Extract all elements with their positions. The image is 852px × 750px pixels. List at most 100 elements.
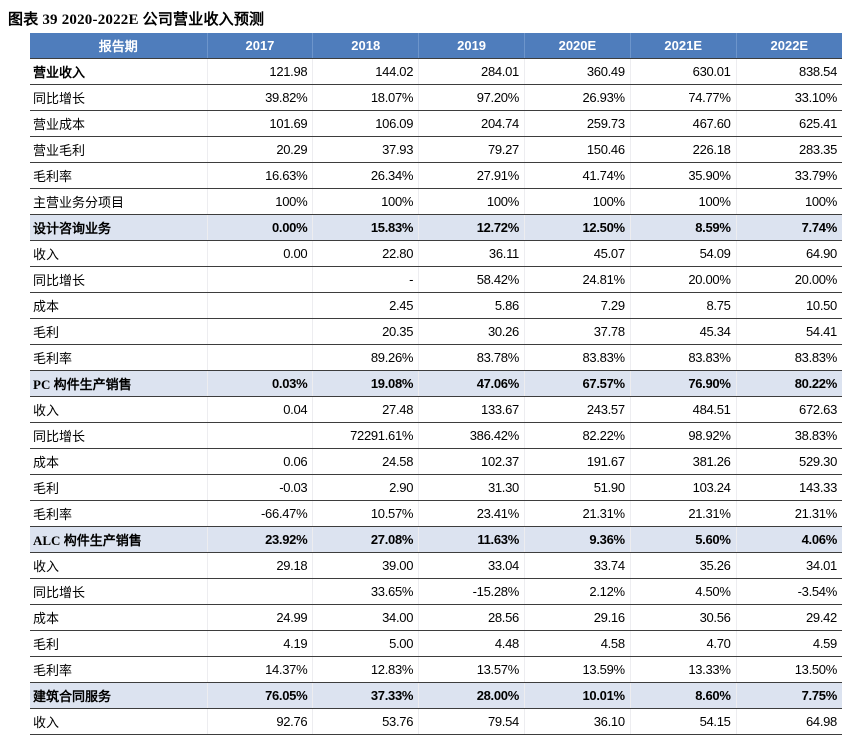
cell-value: 29.42: [735, 604, 842, 631]
table-row: 同比增长 33.65% -15.28% 2.12% 4.50% -3.54%: [30, 578, 842, 605]
cell-value: 4.06%: [735, 526, 842, 553]
cell-value: 0.00%: [206, 214, 313, 241]
cell-value: 2.45: [312, 292, 419, 319]
cell-value: 83.78%: [418, 344, 525, 371]
row-label: 成本: [30, 292, 208, 319]
cell-value: 2.12%: [523, 578, 631, 605]
row-label: 营业成本: [30, 110, 208, 137]
cell-value: 41.74%: [523, 162, 631, 189]
cell-value: 143.33: [735, 474, 842, 501]
table-row: 毛利 20.35 30.26 37.78 45.34 54.41: [30, 318, 842, 345]
cell-value: 35.26: [629, 552, 737, 579]
row-label: 主营业务分项目: [30, 188, 208, 215]
cell-value: 259.73: [523, 110, 631, 137]
cell-value: 4.19: [206, 630, 313, 657]
table-row: 毛利率 16.63% 26.34% 27.91% 41.74% 35.90% 33.79%: [30, 162, 842, 189]
cell-value: 4.58: [523, 630, 631, 657]
cell-value: 33.04: [418, 552, 525, 579]
cell-value: 27.08%: [312, 526, 419, 553]
cell-value: 97.20%: [418, 84, 525, 111]
cell-value: 37.33%: [312, 682, 419, 709]
cell-value: -15.28%: [418, 578, 525, 605]
cell-value: 23.92%: [206, 526, 313, 553]
table-row: 收入 0.00 22.80 36.11 45.07 54.09 64.90: [30, 240, 842, 267]
cell-value: 204.74: [418, 110, 525, 137]
cell-value: 20.00%: [629, 266, 737, 293]
row-label: PC 构件生产销售: [30, 370, 208, 397]
cell-value: 360.49: [523, 58, 631, 85]
cell-value: 144.02: [312, 58, 419, 85]
table-row: 成本 2.45 5.86 7.29 8.75 10.50: [30, 292, 842, 319]
table-row: 同比增长 39.82% 18.07% 97.20% 26.93% 74.77% 33.10%: [30, 84, 842, 111]
cell-value: 45.34: [629, 318, 737, 345]
cell-value: 89.26%: [312, 344, 419, 371]
table-row: 同比增长 -58.42% 24.81% 20.00% 20.00%: [30, 266, 842, 293]
cell-value: 381.26: [629, 448, 737, 475]
cell-value: 54.15: [629, 708, 737, 735]
cell-value: 284.01: [418, 58, 525, 85]
cell-value: 7.74%: [735, 214, 842, 241]
cell-value: 18.07%: [312, 84, 419, 111]
cell-value: 15.83%: [312, 214, 419, 241]
cell-value: 29.16: [523, 604, 631, 631]
cell-value: 100%: [418, 188, 525, 215]
cell-value: 80.22%: [735, 370, 842, 397]
cell-value: 98.92%: [629, 422, 737, 449]
cell-value: 54.09: [629, 240, 737, 267]
cell-value: 74.77%: [629, 84, 737, 111]
cell-value: 27.48: [312, 396, 419, 423]
cell-value: 35.90%: [629, 162, 737, 189]
cell-value: 51.90: [523, 474, 631, 501]
cell-value: 83.83%: [735, 344, 842, 371]
cell-value: 34.00: [312, 604, 419, 631]
table-row: 主营业务分项目 100% 100% 100% 100% 100% 100%: [30, 188, 842, 215]
cell-value: 8.75: [629, 292, 737, 319]
cell-value: 20.35: [312, 318, 419, 345]
cell-value: [206, 578, 313, 605]
cell-value: 26.93%: [523, 84, 631, 111]
cell-value: -0.03: [206, 474, 313, 501]
cell-value: 79.54: [418, 708, 525, 735]
cell-value: 13.50%: [735, 656, 842, 683]
table-row: 营业成本 101.69 106.09 204.74 259.73 467.60 625.41: [30, 110, 842, 137]
cell-value: 39.00: [312, 552, 419, 579]
row-label: 毛利: [30, 318, 208, 345]
cell-value: 12.72%: [418, 214, 525, 241]
cell-value: 10.01%: [523, 682, 631, 709]
cell-value: 16.63%: [206, 162, 313, 189]
cell-value: 13.57%: [418, 656, 525, 683]
cell-value: 529.30: [735, 448, 842, 475]
cell-value: 8.60%: [629, 682, 737, 709]
table-row: 毛利率 -66.47% 10.57% 23.41% 21.31% 21.31% 21.31%: [30, 500, 842, 527]
cell-value: 20.00%: [735, 266, 842, 293]
cell-value: 12.83%: [312, 656, 419, 683]
section-row: ALC 构件生产销售 23.92% 27.08% 11.63% 9.36% 5.60% 4.…: [30, 526, 842, 553]
header-cell-2022e: 2022E: [735, 33, 842, 59]
cell-value: 5.60%: [629, 526, 737, 553]
cell-value: 121.98: [206, 58, 313, 85]
row-label: 营业毛利: [30, 136, 208, 163]
cell-value: 8.59%: [629, 214, 737, 241]
revenue-forecast-table: 报告期 2017 2018 2019 2020E 2021E 2022E 营业收…: [30, 33, 842, 735]
cell-value: 28.56: [418, 604, 525, 631]
cell-value: 34.01: [735, 552, 842, 579]
cell-value: 24.81%: [523, 266, 631, 293]
cell-value: 36.10: [523, 708, 631, 735]
header-cell-report-period: 报告期: [30, 33, 208, 59]
cell-value: 38.83%: [735, 422, 842, 449]
table-header: 报告期 2017 2018 2019 2020E 2021E 2022E: [30, 33, 842, 59]
cell-value: 79.27: [418, 136, 525, 163]
cell-value: 0.00: [206, 240, 313, 267]
cell-value: 83.83%: [523, 344, 631, 371]
cell-value: 191.67: [523, 448, 631, 475]
cell-value: 54.41: [735, 318, 842, 345]
table-row: 营业毛利 20.29 37.93 79.27 150.46 226.18 283.35: [30, 136, 842, 163]
row-label: 营业收入: [30, 58, 208, 85]
row-label: ALC 构件生产销售: [30, 526, 208, 553]
cell-value: 9.36%: [523, 526, 631, 553]
cell-value: 5.00: [312, 630, 419, 657]
cell-value: 22.80: [312, 240, 419, 267]
row-label: 收入: [30, 708, 208, 735]
cell-value: 4.70: [629, 630, 737, 657]
